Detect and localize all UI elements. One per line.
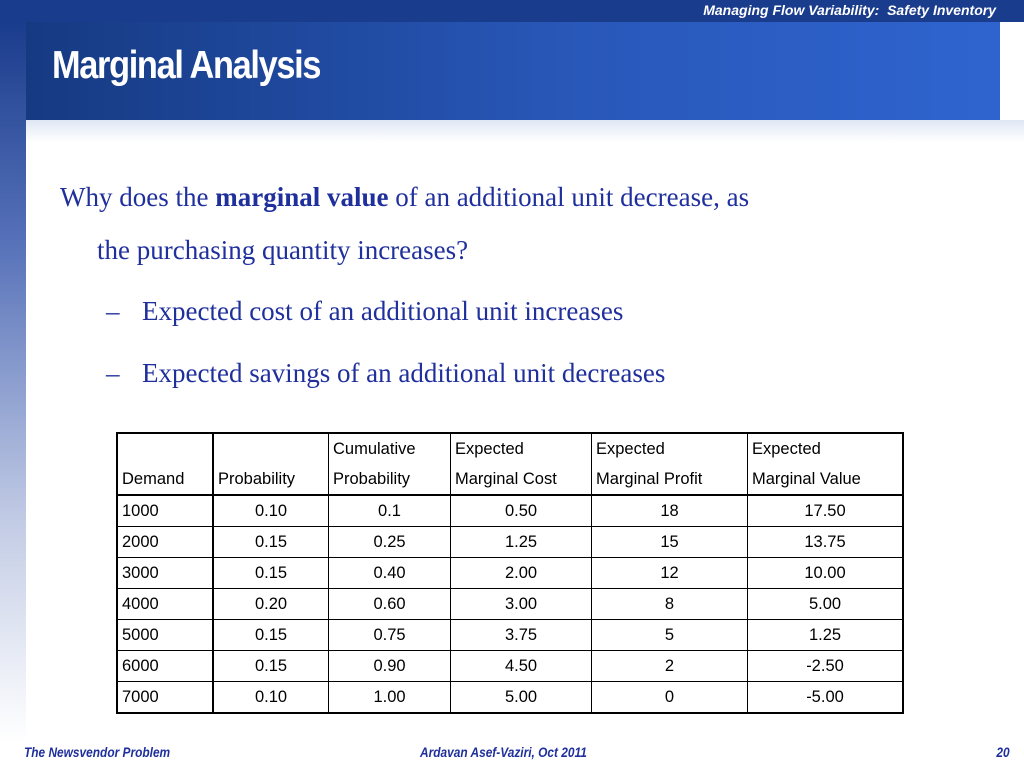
table-cell: 5: [591, 619, 748, 651]
table-row: 4000 0.20 0.60 3.00 8 5.00: [116, 588, 904, 620]
table-cell: 0.10: [212, 681, 329, 714]
slide-title: Marginal Analysis: [52, 44, 321, 87]
table-cell: 0.50: [450, 494, 592, 527]
table-cell: 13.75: [747, 526, 904, 558]
title-band: [26, 22, 1000, 120]
question-before: Why does the: [60, 182, 216, 212]
table-cell: 5.00: [450, 681, 592, 714]
table-cell: 3.75: [450, 619, 592, 651]
table-cell: 0: [591, 681, 748, 714]
table-cell: 0.10: [212, 494, 329, 527]
question-line-1: Why does the marginal value of an additi…: [60, 184, 749, 211]
table-cell: 5.00: [747, 588, 904, 620]
table-cell: 4.50: [450, 650, 592, 682]
table-cell: 12: [591, 557, 748, 589]
table-row: 1000 0.10 0.1 0.50 18 17.50: [116, 494, 904, 527]
header-cell: Marginal Profit: [591, 464, 748, 496]
table-cell: 4000: [116, 588, 214, 620]
header-cell: Expected: [591, 432, 748, 464]
table-cell: 0.15: [212, 557, 329, 589]
table-cell: 2.00: [450, 557, 592, 589]
question-after: of an additional unit decrease, as: [388, 182, 750, 212]
bullet-1: – Expected cost of an additional unit inc…: [106, 298, 623, 325]
header-row-top: Cumulative Expected Expected Expected: [116, 432, 904, 464]
table-row: 2000 0.15 0.25 1.25 15 13.75: [116, 526, 904, 558]
header-cell: Expected: [450, 432, 592, 464]
table-cell: 0.60: [328, 588, 451, 620]
footer-left: The Newsvendor Problem: [24, 744, 171, 760]
bullet-1-text: Expected cost of an additional unit incr…: [142, 296, 624, 326]
table-cell: 2: [591, 650, 748, 682]
table-cell: 10.00: [747, 557, 904, 589]
header-cell: Cumulative: [328, 432, 451, 464]
table-cell: 1.25: [747, 619, 904, 651]
table-cell: 6000: [116, 650, 214, 682]
table-cell: 0.1: [328, 494, 451, 527]
table-cell: 3.00: [450, 588, 592, 620]
table-cell: 0.75: [328, 619, 451, 651]
table-cell: 17.50: [747, 494, 904, 527]
header-cell: Marginal Value: [747, 464, 904, 496]
footer-center: Ardavan Asef-Vaziri, Oct 2011: [420, 744, 587, 760]
question-line-2: the purchasing quantity increases?: [97, 235, 469, 265]
top-strip: [0, 0, 1024, 22]
table-row: 6000 0.15 0.90 4.50 2 -2.50: [116, 650, 904, 682]
table-cell: 5000: [116, 619, 214, 651]
table-cell: 0.25: [328, 526, 451, 558]
table-cell: 0.40: [328, 557, 451, 589]
header-row-bottom: Demand Probability Probability Marginal …: [116, 464, 904, 496]
table-cell: 0.15: [212, 619, 329, 651]
table-cell: 0.15: [212, 526, 329, 558]
table-cell: 15: [591, 526, 748, 558]
header-cell: [212, 432, 329, 464]
table-cell: 3000: [116, 557, 214, 589]
page-number: 20: [996, 744, 1010, 760]
table-row: 3000 0.15 0.40 2.00 12 10.00: [116, 557, 904, 589]
bullet-2-text: Expected savings of an additional unit d…: [142, 358, 666, 388]
table-cell: 1.00: [328, 681, 451, 714]
marginal-analysis-table: Cumulative Expected Expected Expected De…: [116, 432, 904, 714]
table-cell: 8: [591, 588, 748, 620]
bullet-2: – Expected savings of an additional unit …: [106, 360, 665, 387]
table-cell: 1000: [116, 494, 214, 527]
table-cell: 7000: [116, 681, 214, 714]
question-bold: marginal value: [215, 182, 389, 212]
header-cell: Marginal Cost: [450, 464, 592, 496]
table-cell: 0.90: [328, 650, 451, 682]
header-cell: [116, 432, 214, 464]
table-cell: -2.50: [747, 650, 904, 682]
bullet-dash: –: [106, 358, 120, 388]
header-cell: Probability: [212, 464, 329, 496]
header-cell: Expected: [747, 432, 904, 464]
title-band-shadow: [26, 120, 1024, 142]
table-cell: 0.20: [212, 588, 329, 620]
header-cell: Probability: [328, 464, 451, 496]
header-cell: Demand: [116, 464, 214, 496]
table-cell: -5.00: [747, 681, 904, 714]
table-cell: 18: [591, 494, 748, 527]
bullet-dash: –: [106, 296, 120, 326]
table-cell: 1.25: [450, 526, 592, 558]
table-cell: 2000: [116, 526, 214, 558]
deck-title: Managing Flow Variability: Safety Invent…: [703, 2, 996, 18]
table-row: 7000 0.10 1.00 5.00 0 -5.00: [116, 681, 904, 714]
left-gradient-bar: [0, 22, 26, 742]
table-row: 5000 0.15 0.75 3.75 5 1.25: [116, 619, 904, 651]
table-cell: 0.15: [212, 650, 329, 682]
